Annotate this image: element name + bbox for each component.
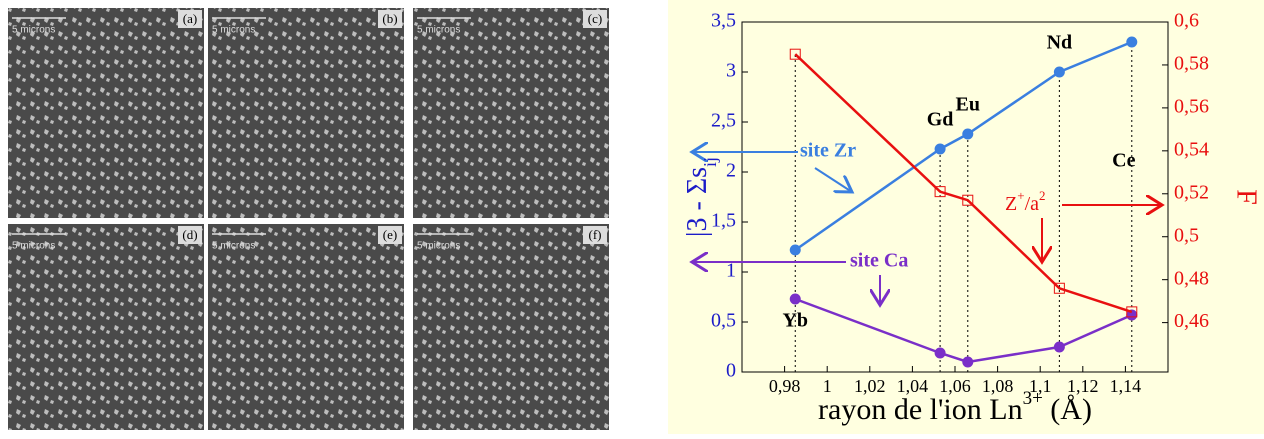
scale-text: 5 microns <box>212 241 255 252</box>
x-tick-label: 1,14 <box>1110 376 1142 396</box>
micrograph <box>8 224 204 430</box>
panel-label-box <box>178 226 202 244</box>
arrow <box>814 167 852 192</box>
panel-label-box <box>178 10 202 28</box>
marker <box>934 186 946 198</box>
y-tick-label: 0,5 <box>711 310 736 332</box>
scale-text: 5 microns <box>12 241 55 252</box>
panel-label: (b) <box>382 11 397 26</box>
micrograph <box>8 8 204 218</box>
y-tick-label: 1 <box>726 260 736 282</box>
arrows <box>692 152 1162 305</box>
marker <box>789 293 801 305</box>
marker <box>962 128 974 140</box>
panel-label: (c) <box>588 11 602 26</box>
y-tick-label: 0 <box>726 360 736 382</box>
y2-tick-label: 0,54 <box>1174 138 1209 160</box>
y2-tick-label: 0,6 <box>1174 10 1199 32</box>
series-annotation: Z+/a2 <box>1005 188 1046 215</box>
y2-tick-label: 0,46 <box>1174 310 1209 332</box>
marker <box>1053 341 1065 353</box>
y2-tick-label: 0,58 <box>1174 53 1209 75</box>
point-label: Gd <box>927 109 954 131</box>
y-tick-label: 3,5 <box>711 10 736 32</box>
series-annotation: site Ca <box>850 250 908 272</box>
panel-label: (a) <box>183 11 197 26</box>
scale-text: 5 microns <box>417 241 460 252</box>
panel-label-box <box>583 10 607 28</box>
marker <box>934 143 946 155</box>
chart: 0,98 1 1,02 1,04 1,06 1,08 1,1 1,12 1,14 0 0,5 1 1,5… <box>711 10 1209 397</box>
x-tick-label: 1,1 <box>1029 376 1052 396</box>
y2-tick-label: 0,48 <box>1174 267 1209 289</box>
marker <box>934 347 946 359</box>
panel-label-box <box>378 226 402 244</box>
x-tick-label: 1,02 <box>854 376 886 396</box>
marker <box>1126 306 1138 318</box>
point-label: Nd <box>1047 32 1073 54</box>
y2-tick-label: 0,52 <box>1174 181 1209 203</box>
x-tick-label: 1,12 <box>1067 376 1099 396</box>
panel-label-box <box>378 10 402 28</box>
panel-label: (f) <box>589 227 602 242</box>
series-annotation: site Zr <box>800 140 856 162</box>
panel-label-box <box>583 226 607 244</box>
marker <box>1053 282 1065 294</box>
panel-label: (e) <box>383 227 397 242</box>
marker <box>789 48 801 60</box>
marker <box>1053 66 1065 78</box>
x-tick-label: 1,04 <box>897 376 929 396</box>
micrograph <box>208 8 404 218</box>
micrograph <box>208 224 404 430</box>
x-axis-label: rayon de l'ion Ln3+ (Å) <box>818 388 1092 426</box>
marker <box>962 356 974 368</box>
x-tick-label: 1 <box>823 376 832 396</box>
marker <box>1126 36 1138 48</box>
series-line <box>794 53 1133 314</box>
y2-axis-label: F <box>1231 189 1262 205</box>
y-tick-label: 1,5 <box>711 210 736 232</box>
y-tick-label: 2 <box>726 160 736 182</box>
y-tick-label: 3 <box>726 60 736 82</box>
y-tick-label: 2,5 <box>711 110 736 132</box>
marker <box>962 194 974 206</box>
point-label: Yb <box>782 310 808 332</box>
panel-label: (d) <box>182 227 197 242</box>
x-tick-label: 0,98 <box>769 376 801 396</box>
micrographs: 5 microns (a) 5 microns (b) 5 microns (c) 5 mi… <box>8 8 609 430</box>
scale-text: 5 microns <box>212 25 255 36</box>
x-tick-label: 1,06 <box>939 376 971 396</box>
micrograph <box>413 8 609 218</box>
scale-text: 5 microns <box>417 25 460 36</box>
x-tick-label: 1,08 <box>982 376 1014 396</box>
micrograph <box>413 224 609 430</box>
scale-text: 5 microns <box>12 25 55 36</box>
point-label: Eu <box>956 94 980 116</box>
y2-tick-label: 0,5 <box>1174 224 1199 246</box>
y-axis-label: |3 - Σsij <box>682 157 720 237</box>
marker <box>789 244 801 256</box>
point-label: Ce <box>1112 150 1135 172</box>
y2-tick-label: 0,56 <box>1174 95 1209 117</box>
